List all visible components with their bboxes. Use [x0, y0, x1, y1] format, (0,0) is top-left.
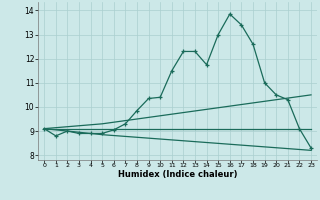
X-axis label: Humidex (Indice chaleur): Humidex (Indice chaleur): [118, 170, 237, 179]
